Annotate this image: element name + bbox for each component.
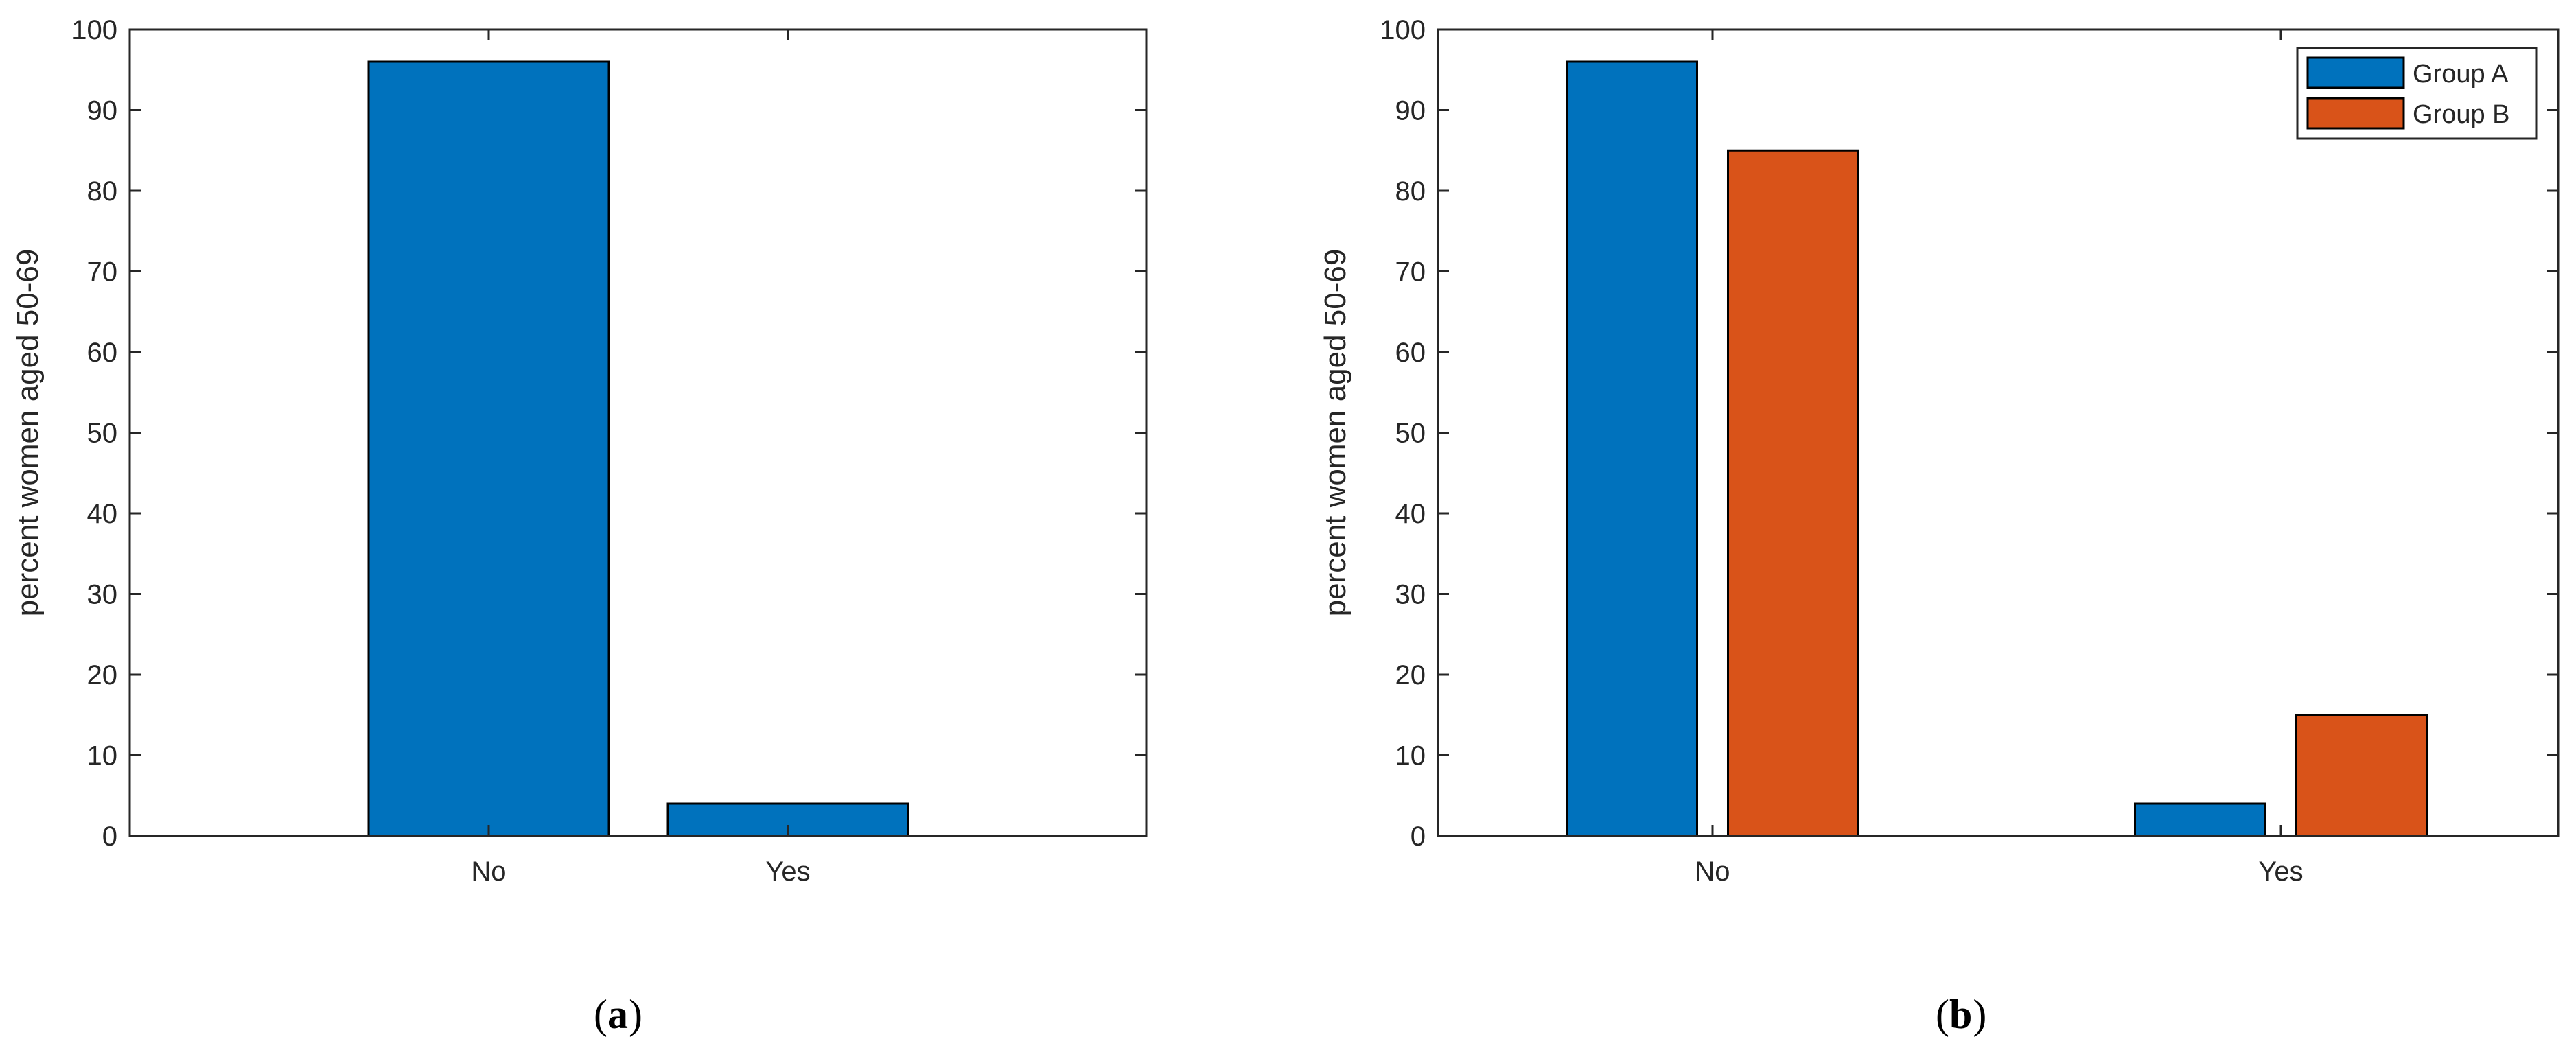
- panel-b-ytick-label: 60: [1395, 338, 1426, 368]
- panel-b-caption: ( b ): [1936, 992, 1986, 1037]
- panel-a-xtick-label: Yes: [765, 856, 810, 887]
- panel-b-ytick-label: 70: [1395, 257, 1426, 288]
- panel-a-ytick-label: 50: [87, 419, 118, 449]
- panel-a-xtick-label: No: [471, 856, 506, 887]
- panel-a-ytick-label: 20: [87, 660, 118, 690]
- panel-a-ytick-label: 10: [87, 741, 118, 771]
- panel-a-caption: ( a ): [594, 992, 642, 1037]
- panel-a-bar-no: [367, 60, 610, 837]
- panel-a-axes-box: [128, 28, 1148, 837]
- panel-a-ytick-label: 100: [71, 15, 117, 45]
- panel-b-bar-no-series-2: [1727, 149, 1859, 837]
- panel-b-caption-label: b: [1949, 992, 1972, 1037]
- panel-a-chart: 0 10 20 30 40 50 60 70 80 90 100 No Yes percent women…: [11, 15, 1148, 887]
- panel-b-legend-swatch: [2306, 97, 2405, 130]
- panel-b-ytick-label: 40: [1395, 499, 1426, 529]
- panel-a-ytick-label: 90: [87, 96, 118, 126]
- panel-b-legend-swatch: [2306, 56, 2405, 89]
- panel-b-ytick-label: 20: [1395, 660, 1426, 690]
- panel-a-ytick-label: 0: [102, 821, 117, 852]
- panel-b-xtick-label: Yes: [2258, 856, 2303, 887]
- panel-a-ytick-label: 80: [87, 176, 118, 207]
- panel-b-ytick-label: 30: [1395, 580, 1426, 610]
- panel-b-ytick-label: 80: [1395, 176, 1426, 207]
- panel-b-ytick-label: 90: [1395, 96, 1426, 126]
- panel-b-legend-label: Group A: [2413, 60, 2509, 89]
- panel-b-bar-no-series-1: [1566, 60, 1698, 837]
- panel-a-caption-label: a: [607, 992, 628, 1037]
- panel-a-ytick-label: 40: [87, 499, 118, 529]
- panel-b-caption-close: ): [1973, 992, 1986, 1037]
- panel-b-chart: 0 10 20 30 40 50 60 70 80 90 100 No Yes percent women…: [1319, 15, 2560, 887]
- panel-b-legend-label: Group B: [2413, 100, 2510, 129]
- panel-b-bar-yes-series-2: [2295, 714, 2428, 837]
- panel-b-bar-yes-series-1: [2134, 802, 2266, 837]
- panel-b-xtick-label: No: [1695, 856, 1730, 887]
- panel-a-caption-open: (: [594, 992, 607, 1037]
- panel-b-ytick-label: 50: [1395, 419, 1426, 449]
- panel-b-caption-open: (: [1936, 992, 1949, 1037]
- panel-a-caption-close: ): [629, 992, 642, 1037]
- panel-b-ytick-label: 10: [1395, 741, 1426, 771]
- panel-b-ytick-label: 100: [1380, 15, 1426, 45]
- panel-b-ytick-label: 0: [1411, 821, 1426, 852]
- panel-a-ytick-label: 30: [87, 580, 118, 610]
- panel-a-ytick-label: 70: [87, 257, 118, 288]
- panel-a-ytick-label: 60: [87, 338, 118, 368]
- panel-b-y-axis-label: percent women aged 50-69: [1319, 249, 1352, 617]
- panel-a-y-axis-label: percent women aged 50-69: [11, 249, 45, 617]
